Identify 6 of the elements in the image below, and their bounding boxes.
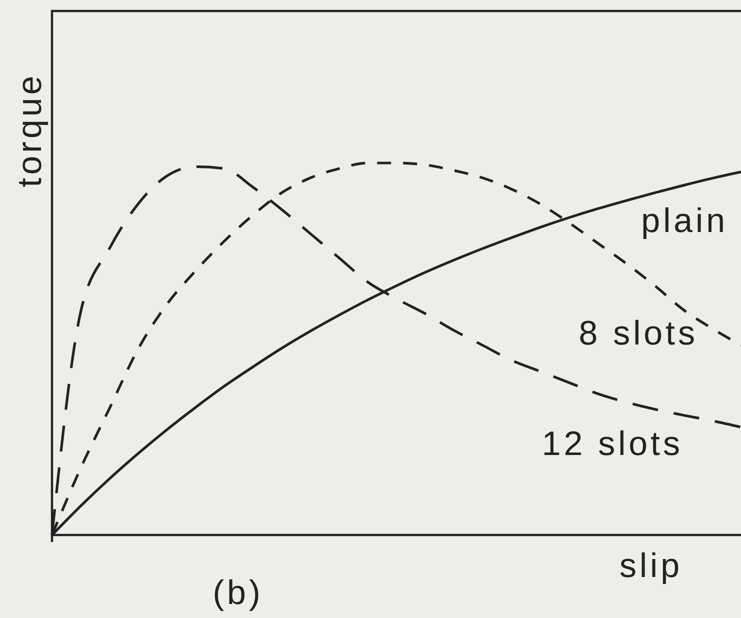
x-axis-title: slip (619, 547, 683, 585)
text: (b) (212, 574, 264, 612)
series-label: 12 slots (542, 425, 683, 464)
series-label: 8 slots (578, 314, 698, 352)
series-label: plain (641, 202, 728, 240)
y-axis-title: torque (11, 72, 49, 188)
